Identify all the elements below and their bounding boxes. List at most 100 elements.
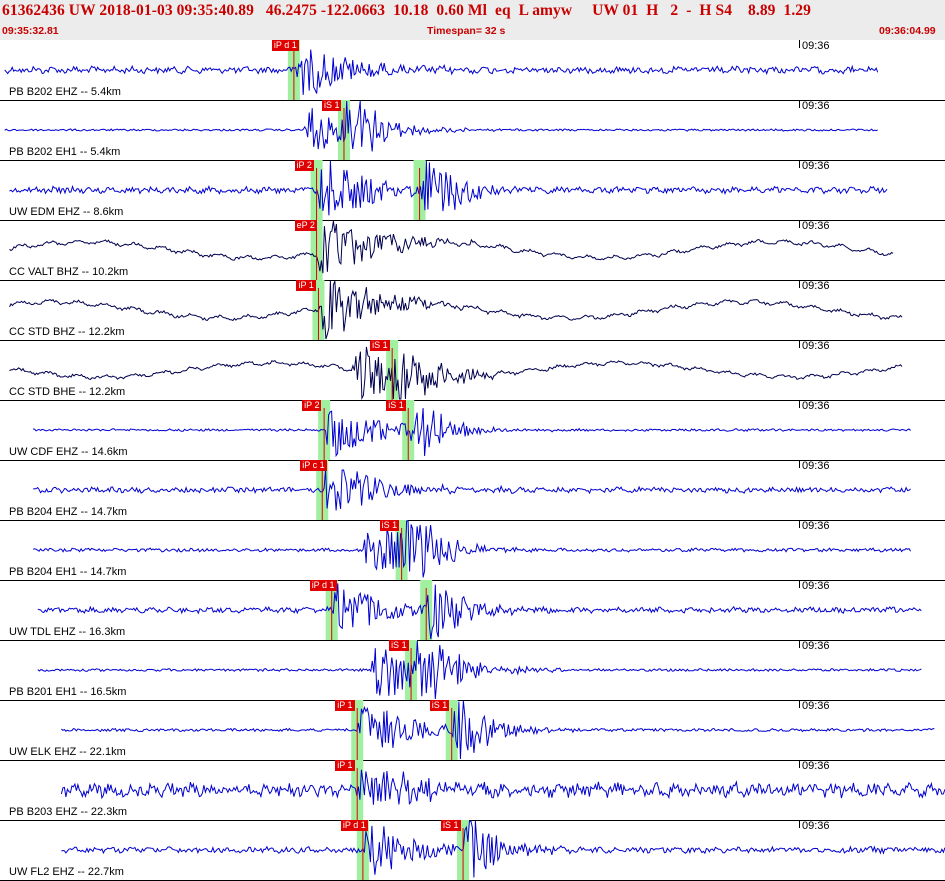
time-tick-line [799,700,800,708]
trace-plot [9,220,894,280]
time-tick-label: 09:36 [802,520,830,532]
event-summary-title: 61362436 UW 2018-01-03 09:35:40.89 46.24… [2,2,812,19]
time-tick-label: 09:36 [802,280,830,292]
time-tick-line [799,280,800,288]
s-pick-label[interactable]: iS 1 [389,640,409,651]
seismogram-trace [9,346,903,400]
time-tick-label: 09:36 [802,220,830,232]
trace-plot [9,280,903,340]
time-tick-label: 09:36 [802,340,830,352]
s-pick-label[interactable]: iS 1 [321,100,342,111]
p-pick-label[interactable]: iP 2 [302,400,322,411]
time-tick-label: 09:36 [802,760,830,772]
trace-panel[interactable]: iP 2 iS 1 09:36 UW CDF EHZ -- 14.6km [0,400,945,461]
s-pick-label[interactable]: iS 1 [379,520,400,531]
p-pick-label[interactable]: iP 1 [335,700,355,711]
s-pick-label[interactable]: iS 1 [441,820,461,831]
trace-plot [33,400,911,460]
time-tick-label: 09:36 [802,100,830,112]
time-tick-line [799,460,800,468]
trace-plot [37,580,922,640]
trace-plot [61,820,945,880]
p-pick-label[interactable]: iP d 1 [271,40,299,51]
channel-label: CC STD BHE -- 12.2km [9,386,126,398]
seismogram-trace [37,640,922,700]
trace-panel[interactable]: iP d 1 09:36 PB B202 EHZ -- 5.4km [0,40,945,101]
start-time-label: 09:35:32.81 [2,25,59,37]
p-pick-label[interactable]: iP 1 [296,280,316,291]
seismogram-trace [32,520,912,578]
time-tick-line [799,100,800,108]
trace-panel[interactable]: iS 1 09:36 CC STD BHE -- 12.2km [0,340,945,401]
channel-label: PB B203 EHZ -- 22.3km [9,806,127,818]
trace-panel[interactable]: iP d 1 09:36 UW TDL EHZ -- 16.3km [0,580,945,641]
seismogram-trace [33,468,911,511]
seismogram-trace [33,408,911,458]
seismogram-trace [37,583,922,640]
trace-plot [33,460,911,520]
trace-panel[interactable]: iP d 1 iS 1 09:36 UW FL2 EHZ -- 22.7km [0,820,945,881]
p-pick-label[interactable]: eP 2 [294,220,317,231]
p-pick-label[interactable]: iP d 1 [309,580,337,591]
time-tick-line [799,820,800,828]
seismogram-trace [9,280,903,340]
trace-panel[interactable]: iS 1 09:36 PB B202 EH1 -- 5.4km [0,100,945,161]
trace-panel[interactable]: iP 1 09:36 CC STD BHZ -- 12.2km [0,280,945,341]
s-pick-label[interactable]: iS 1 [370,340,390,351]
time-tick-label: 09:36 [802,580,830,592]
trace-panel[interactable]: iP c 1 09:36 PB B204 EHZ -- 14.7km [0,460,945,521]
trace-plot [60,760,945,820]
channel-label: UW ELK EHZ -- 22.1km [9,746,126,758]
trace-plot [9,160,888,220]
time-tick-label: 09:36 [802,640,830,652]
p-pick-label[interactable]: iP c 1 [300,460,327,471]
time-tick-label: 09:36 [802,820,830,832]
p-pick-label[interactable]: iP 1 [335,760,355,771]
seismogram-trace [9,220,894,274]
time-tick-line [799,520,800,528]
time-tick-line [799,40,800,48]
p-pick-label[interactable]: iP d 1 [340,820,368,831]
trace-plot [61,700,935,760]
timespan-label: Timespan= 32 s [427,25,506,37]
time-tick-line [799,580,800,588]
channel-label: CC STD BHZ -- 12.2km [9,326,125,338]
waveform-panels[interactable]: iP d 1 09:36 PB B202 EHZ -- 5.4km iS 1 09:36… [0,40,945,881]
trace-panel[interactable]: iS 1 09:36 PB B204 EH1 -- 14.7km [0,520,945,581]
time-tick-line [799,400,800,408]
trace-panel[interactable]: eP 2 09:36 CC VALT BHZ -- 10.2km [0,220,945,281]
s-pick-label[interactable]: iS 1 [386,400,406,411]
trace-panel[interactable]: iP 1 iS 1 09:36 UW ELK EHZ -- 22.1km [0,700,945,761]
seismogram-trace [60,769,945,805]
channel-label: PB B204 EHZ -- 14.7km [9,506,127,518]
channel-label: UW TDL EHZ -- 16.3km [9,626,126,638]
channel-label: PB B202 EH1 -- 5.4km [9,146,121,158]
trace-plot [37,640,922,700]
trace-panel[interactable]: iS 1 09:36 PB B201 EH1 -- 16.5km [0,640,945,701]
time-tick-line [799,340,800,348]
time-tick-label: 09:36 [802,700,830,712]
time-tick-label: 09:36 [802,160,830,172]
trace-panel[interactable]: iP 1 09:36 PB B203 EHZ -- 22.3km [0,760,945,821]
channel-label: UW FL2 EHZ -- 22.7km [9,866,124,878]
time-tick-line [799,220,800,228]
trace-panel[interactable]: iP 2 09:36 UW EDM EHZ -- 8.6km [0,160,945,221]
end-time-label: 09:36:04.99 [879,25,936,37]
seismogram-trace [4,100,878,152]
trace-plot [9,340,903,400]
trace-plot [32,520,912,580]
channel-label: UW CDF EHZ -- 14.6km [9,446,128,458]
time-tick-line [799,760,800,768]
time-tick-line [799,640,800,648]
header-bar: 61362436 UW 2018-01-03 09:35:40.89 46.24… [0,0,945,40]
time-tick-label: 09:36 [802,40,830,52]
seismogram-trace [4,49,879,95]
channel-label: UW EDM EHZ -- 8.6km [9,206,124,218]
seismogram-trace [61,820,945,878]
s-pick-label[interactable]: iS 1 [429,700,450,711]
seismogram-trace [61,700,935,760]
p-pick-label[interactable]: iP 2 [294,160,314,171]
channel-label: PB B201 EH1 -- 16.5km [9,686,127,698]
channel-label: CC VALT BHZ -- 10.2km [9,266,129,278]
time-tick-label: 09:36 [802,460,830,472]
